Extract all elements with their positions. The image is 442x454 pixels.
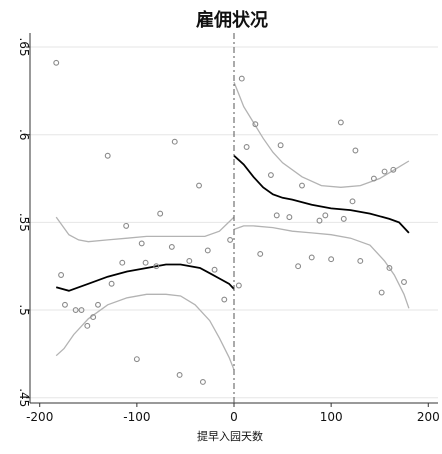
scatter-point <box>316 217 323 224</box>
scatter-point <box>153 263 160 270</box>
axis-layer: .45 .5 .55 .6 .65 -200 -100 0 100 200 <box>17 33 440 424</box>
scatter-point <box>72 307 79 314</box>
scatter-point <box>257 250 264 257</box>
scatter-point <box>381 168 388 175</box>
scatter-point <box>176 371 183 378</box>
scatter-point <box>308 254 315 261</box>
scatter-point <box>340 215 347 222</box>
scatter-point <box>352 147 359 154</box>
y-tick-label: .45 <box>17 388 31 407</box>
scatter-point <box>386 265 393 271</box>
scatter-point <box>204 247 211 254</box>
scatter-point <box>211 266 218 273</box>
scatter-point <box>243 144 250 150</box>
y-tick-label: .6 <box>17 129 31 140</box>
scatter-point <box>157 210 164 217</box>
scatter-point <box>168 243 175 250</box>
scatter-point <box>171 138 178 145</box>
scatter-point <box>133 356 140 363</box>
scatter-point <box>349 198 356 205</box>
scatter-point <box>186 258 193 264</box>
scatter-point <box>401 279 407 285</box>
scatter-point <box>142 259 149 266</box>
scatter-point <box>227 236 234 243</box>
scatter-point <box>273 212 280 219</box>
scatter-point <box>95 301 101 308</box>
fit-left-line <box>55 263 235 292</box>
scatter-point <box>62 301 68 308</box>
scatter-point <box>119 259 126 266</box>
scatter-point <box>252 121 259 128</box>
ci-right-lower-line <box>233 225 410 309</box>
scatter-point <box>299 182 305 189</box>
scatter-point <box>378 289 385 296</box>
scatter-point <box>53 59 60 66</box>
x-tick-label: -200 <box>26 410 53 424</box>
ci-left-upper-line <box>55 216 235 243</box>
scatter-point <box>238 75 245 82</box>
x-tick-label: 0 <box>230 410 238 424</box>
scatter-point <box>196 182 202 189</box>
x-tick-label: -100 <box>123 410 150 424</box>
x-axis-label: 提早入园天数 <box>197 430 263 443</box>
scatter-point <box>357 258 364 264</box>
scatter-point <box>277 142 284 149</box>
scatter-point <box>58 272 65 278</box>
scatter-point <box>108 280 115 287</box>
scatter-point <box>295 263 302 270</box>
scatter-point <box>328 256 335 263</box>
scatter-point <box>390 166 397 173</box>
scatter-point <box>235 282 242 289</box>
scatter-point <box>84 322 91 329</box>
confidence-band-layer <box>55 81 410 370</box>
ci-left-lower-line <box>55 293 235 370</box>
scatter-point <box>199 379 206 385</box>
scatter-point <box>322 212 329 219</box>
fit-line-layer <box>55 155 410 292</box>
scatter-point-layer <box>53 59 407 385</box>
scatter-point <box>286 214 293 221</box>
scatter-point <box>337 119 344 126</box>
scatter-point <box>138 240 145 247</box>
scatter-point <box>221 296 228 303</box>
scatter-point <box>78 307 85 314</box>
scatter-point <box>123 222 130 229</box>
fit-right-line <box>233 155 410 234</box>
scatter-point <box>104 152 111 159</box>
chart-title: 雇佣状况 <box>196 9 268 31</box>
scatter-point <box>267 172 274 178</box>
x-tick-label: 200 <box>417 410 440 424</box>
y-tick-label: .65 <box>17 37 31 56</box>
scatter-point <box>370 175 377 182</box>
y-tick-label: .55 <box>17 213 31 232</box>
x-tick-label: 100 <box>320 410 343 424</box>
scatter-point <box>90 314 97 321</box>
y-tick-label: .5 <box>17 304 31 315</box>
